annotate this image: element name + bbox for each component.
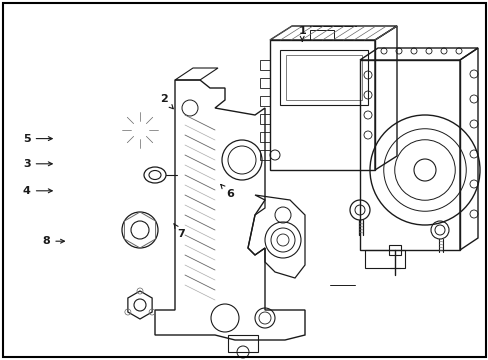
Text: 8: 8 — [42, 236, 64, 246]
Text: 6: 6 — [221, 184, 233, 199]
Text: 2: 2 — [160, 94, 173, 109]
Text: 1: 1 — [298, 26, 305, 41]
Text: 5: 5 — [23, 134, 52, 144]
Text: 3: 3 — [23, 159, 52, 169]
Text: 7: 7 — [174, 224, 184, 239]
Text: 4: 4 — [23, 186, 52, 196]
